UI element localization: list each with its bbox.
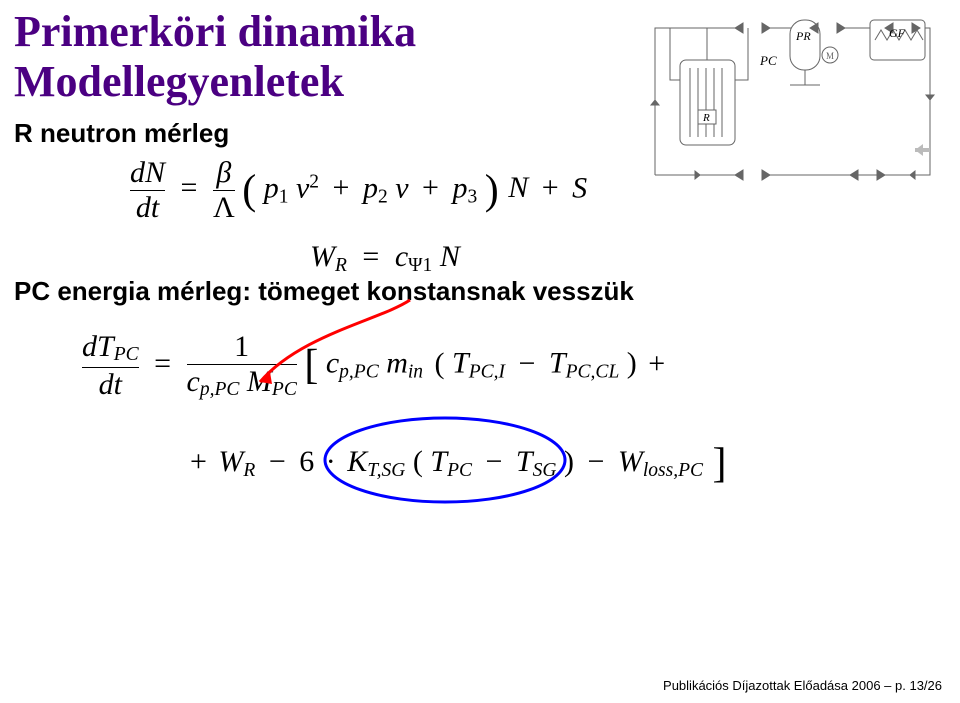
- eq3-close2: ): [627, 347, 637, 380]
- title-line1: Primerköri dinamika: [14, 6, 416, 57]
- eq1-sub1: 1: [279, 186, 289, 207]
- eq4-T1: T: [430, 445, 447, 478]
- eq3-plus: +: [644, 347, 665, 380]
- eq4: + WR − 6 · KT,SG ( TPC − TSG ) − Wloss,P…: [190, 440, 727, 488]
- eq2-c: c: [395, 240, 408, 273]
- diagram-pr-label: PR: [795, 29, 811, 43]
- eq2-N: N: [440, 240, 460, 273]
- eq1-sup2: 2: [309, 171, 319, 192]
- eq4-Wsub: R: [243, 460, 255, 481]
- eq4-close: ): [564, 445, 574, 478]
- eq4-dot: ·: [322, 445, 340, 478]
- eq2-eq: =: [354, 240, 387, 273]
- eq1: dN dt = β Λ ( p1 v2 + p2 v + p3 ) N + S: [130, 158, 587, 223]
- eq2-W: W: [310, 240, 335, 273]
- eq3-csub: p,PC: [200, 379, 240, 400]
- eq4-Ksub: T,SG: [367, 460, 405, 481]
- eq1-dt: dt: [130, 190, 165, 223]
- eq4-plus: +: [190, 445, 207, 478]
- eq3-T1: T: [452, 347, 469, 380]
- eq4-minus2: −: [480, 445, 509, 478]
- eq1-plus3: +: [536, 171, 565, 204]
- eq3-c: c: [187, 365, 200, 398]
- svg-text:M: M: [826, 51, 834, 61]
- eq4-T2: T: [516, 445, 533, 478]
- eq1-dN: dN: [130, 156, 165, 189]
- eq4-T1sub: PC: [447, 460, 472, 481]
- eq4-Wlsub: loss,PC: [643, 460, 703, 481]
- eq1-S: S: [572, 171, 587, 204]
- subheading-energy: PC energia mérleg: tömeget konstansnak v…: [14, 276, 634, 307]
- eq3-open2: (: [431, 347, 445, 380]
- eq3-dTsub: PC: [114, 344, 139, 365]
- eq3-c2sub: p,PC: [339, 362, 379, 383]
- eq3-dt: dt: [82, 367, 139, 400]
- eq4-T2sub: SG: [533, 460, 557, 481]
- eq1-p3: p: [452, 171, 467, 204]
- eq1-v2: v: [395, 171, 408, 204]
- diagram-gf-label: GF: [889, 26, 906, 40]
- eq3-m: m: [386, 347, 408, 380]
- diagram-r-label: R: [702, 112, 710, 124]
- eq3-one: 1: [234, 330, 249, 363]
- eq3-open: [: [304, 343, 318, 389]
- eq1-plus2: +: [416, 171, 445, 204]
- eq1-N: N: [506, 171, 528, 204]
- eq3: dTPC dt = 1 cp,PC MPC [ cp,PC min ( TPC,…: [82, 332, 665, 400]
- eq2: WR = cΨ1 N: [310, 240, 460, 277]
- eq1-v: v: [296, 171, 309, 204]
- eq3-Msub: PC: [272, 379, 297, 400]
- subheading-neutron: R neutron mérleg: [14, 118, 229, 149]
- eq1-plus1: +: [327, 171, 356, 204]
- eq4-minus3: −: [581, 445, 610, 478]
- eq3-T1sub: PC,I: [469, 362, 505, 383]
- eq3-eq: =: [146, 347, 179, 380]
- eq4-six: 6: [299, 445, 314, 478]
- eq4-minus: −: [263, 445, 292, 478]
- eq4-bracket: ]: [711, 441, 727, 487]
- eq1-p2: p: [363, 171, 378, 204]
- eq2-psi: Ψ1: [408, 255, 432, 276]
- eq3-T2sub: PC,CL: [566, 362, 620, 383]
- eq3-M: M: [247, 365, 272, 398]
- eq3-minus: −: [513, 347, 542, 380]
- title-line2: Modellegyenletek: [14, 56, 344, 107]
- eq4-Wl: W: [618, 445, 643, 478]
- eq4-open: (: [413, 445, 423, 478]
- diagram-pc-label: PC: [759, 53, 777, 68]
- eq1-sub2: 2: [378, 186, 388, 207]
- system-diagram: M PC PR GF R: [640, 10, 940, 190]
- eq2-Rsub: R: [335, 255, 347, 276]
- footer-pagination: Publikációs Díjazottak Előadása 2006 – p…: [663, 678, 942, 693]
- eq1-equals: =: [173, 171, 206, 204]
- eq1-close: ): [485, 167, 499, 213]
- eq4-K: K: [347, 445, 367, 478]
- eq1-beta: β: [216, 156, 231, 189]
- eq1-lambda: Λ: [213, 190, 235, 223]
- eq3-dT: dT: [82, 330, 114, 363]
- eq1-sub3: 3: [467, 186, 477, 207]
- eq3-T2: T: [549, 347, 566, 380]
- eq3-c2: c: [326, 347, 339, 380]
- eq4-W: W: [214, 445, 243, 478]
- eq1-open: (: [242, 167, 256, 213]
- eq1-p1: p: [264, 171, 279, 204]
- eq3-msub: in: [408, 362, 423, 383]
